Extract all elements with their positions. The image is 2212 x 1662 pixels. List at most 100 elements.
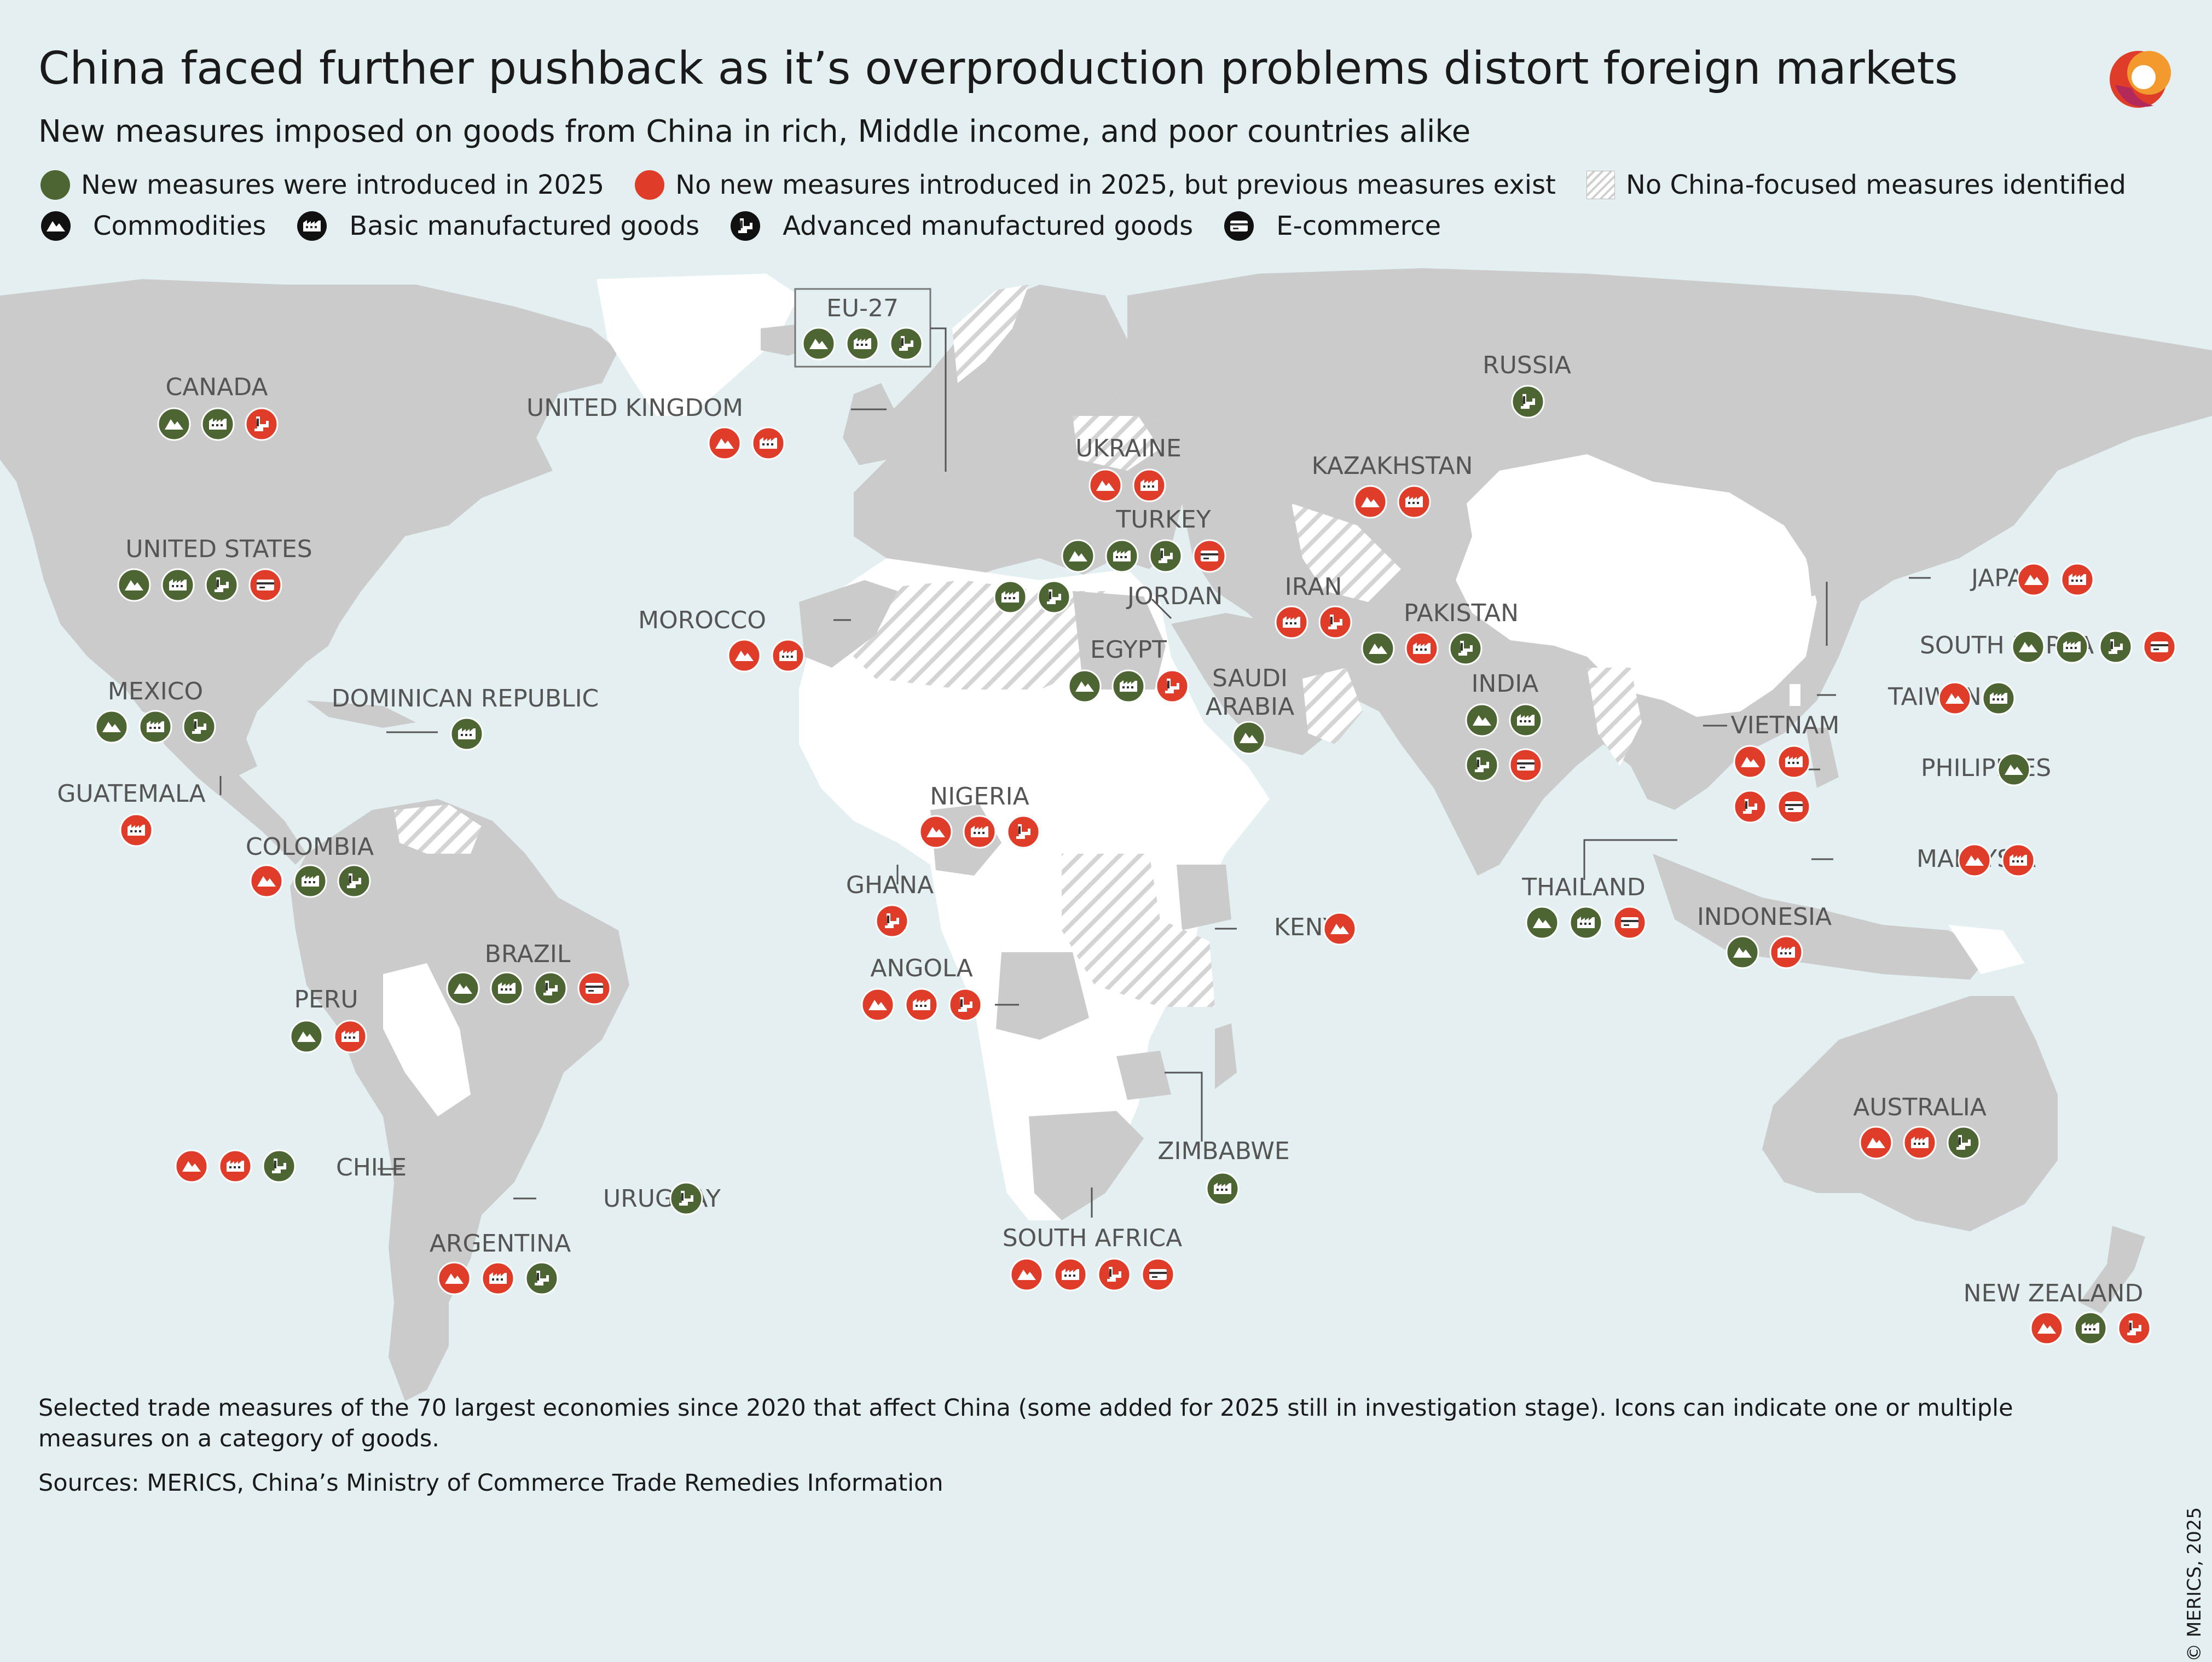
country-label: EGYPT	[1090, 636, 1167, 664]
advanced-old-icon	[948, 988, 982, 1022]
commodities-new-icon	[446, 971, 480, 1005]
basic-old-icon	[1777, 745, 1811, 779]
basic-new-icon	[138, 710, 172, 744]
commodities-old-icon	[250, 864, 283, 898]
uk-landmass	[843, 383, 897, 465]
country-label: JORDAN	[1126, 582, 1223, 610]
legend-category-row: Commodities Basic manufactured goods Adv…	[40, 211, 1472, 241]
china	[1456, 454, 1817, 717]
basic-old-icon	[2060, 563, 2094, 597]
advanced-old-icon	[2117, 1311, 2151, 1345]
advanced-old-icon	[875, 904, 909, 938]
basic-new-icon	[201, 407, 235, 441]
country-label: COLOMBIA	[246, 833, 374, 861]
leader-lines	[219, 327, 1931, 1218]
country-label: NIGERIA	[930, 783, 1029, 810]
commodities-new-icon	[117, 568, 151, 602]
south-america-none-2	[383, 963, 471, 1116]
commodities-old-icon	[727, 639, 761, 673]
commodities-new-icon	[1232, 721, 1266, 755]
country-label: SOUTH AFRICA	[1003, 1224, 1183, 1252]
new-zealand	[2080, 1226, 2145, 1313]
commodities-new-icon	[1465, 703, 1499, 737]
country-label: RUSSIA	[1483, 351, 1571, 379]
commodities-old-icon	[2017, 563, 2051, 597]
advanced-new-icon	[182, 710, 216, 744]
commodities-old-icon	[1958, 843, 1991, 877]
basic-new-icon	[1509, 703, 1543, 737]
ecommerce-old-icon	[2142, 630, 2176, 664]
caribbean	[306, 700, 416, 728]
commodities-old-icon	[1088, 468, 1122, 502]
basic-new-icon	[2074, 1311, 2107, 1345]
commodities-new-icon	[1068, 669, 1102, 703]
commodities-new-icon	[157, 407, 191, 441]
basic-old-icon	[1132, 468, 1166, 502]
greenland	[597, 274, 799, 416]
commodities-old-icon	[919, 815, 953, 849]
green-dot-icon	[40, 170, 70, 200]
basic-old-icon	[1903, 1126, 1937, 1160]
hatch-swatch-icon	[1586, 171, 1615, 199]
south-africa	[1029, 1111, 1144, 1220]
legend-none: No China-focused measures identified	[1586, 170, 2126, 200]
world-map: CANADA UNITED STATES MEXICO GUATEMALA DOMINI…	[0, 268, 2212, 1401]
country-label: INDONESIA	[1697, 903, 1832, 931]
basic-old-icon	[119, 813, 153, 847]
country-label: TURKEY	[1115, 506, 1211, 534]
legend-new-label: New measures were introduced in 2025	[81, 170, 605, 200]
egypt	[1073, 591, 1166, 690]
commodities-old-icon	[175, 1149, 209, 1183]
commodities-old-icon	[708, 426, 742, 460]
country-label: MOROCCO	[638, 606, 766, 634]
basic-new-icon	[161, 568, 195, 602]
country-label: GHANA	[846, 871, 934, 899]
advanced-new-icon	[262, 1149, 296, 1183]
basic-new-icon	[2055, 630, 2089, 664]
basic-old-icon	[963, 815, 997, 849]
angola	[996, 952, 1089, 1040]
korea	[1806, 547, 1828, 597]
ecommerce-old-icon	[1192, 539, 1226, 573]
country-label: ZIMBABWE	[1157, 1137, 1289, 1165]
ecommerce-icon	[1224, 211, 1265, 241]
commodities-old-icon	[1010, 1258, 1044, 1292]
commodities-new-icon	[1725, 935, 1759, 969]
south-america-none	[394, 804, 482, 854]
advanced-new-icon	[534, 971, 568, 1005]
country-label: ANGOLA	[870, 954, 972, 982]
country-label: UNITED STATES	[125, 535, 312, 563]
advanced-new-icon	[1511, 385, 1545, 419]
ukraine-hatch	[1073, 416, 1160, 471]
advanced-new-icon	[1149, 539, 1183, 573]
advanced-new-icon	[889, 327, 923, 361]
basic-old-icon	[771, 639, 805, 673]
advanced-goods-icon	[730, 211, 772, 241]
commodities-new-icon	[95, 710, 129, 744]
country-label: CHILE	[336, 1154, 407, 1182]
ecommerce-old-icon	[1777, 790, 1811, 824]
red-dot-icon	[635, 170, 665, 200]
basic-old-icon	[218, 1149, 252, 1183]
advanced-old-icon	[1155, 669, 1189, 703]
commodities-old-icon	[1859, 1126, 1893, 1160]
commodities-new-icon	[1061, 539, 1095, 573]
country-label: THAILAND	[1521, 873, 1645, 901]
east-africa-hatch	[1062, 854, 1215, 1007]
advanced-new-icon	[1947, 1126, 1981, 1160]
central-america	[153, 711, 306, 865]
commodities-old-icon	[2030, 1311, 2064, 1345]
advanced-new-icon	[337, 864, 371, 898]
basic-new-icon	[1206, 1172, 1240, 1206]
country-label: INDIA	[1472, 670, 1539, 698]
basic-new-icon	[1982, 681, 2016, 715]
basic-new-icon	[1105, 539, 1139, 573]
zimbabwe	[1116, 1051, 1171, 1100]
country-label: AUSTRALIA	[1853, 1093, 1987, 1121]
ecommerce-old-icon	[1141, 1258, 1175, 1292]
basic-new-icon	[293, 864, 327, 898]
basic-old-icon	[2001, 843, 2035, 877]
country-label: URUGUAY	[603, 1185, 721, 1213]
basic-old-icon	[1053, 1258, 1087, 1292]
basic-old-icon	[481, 1261, 515, 1295]
